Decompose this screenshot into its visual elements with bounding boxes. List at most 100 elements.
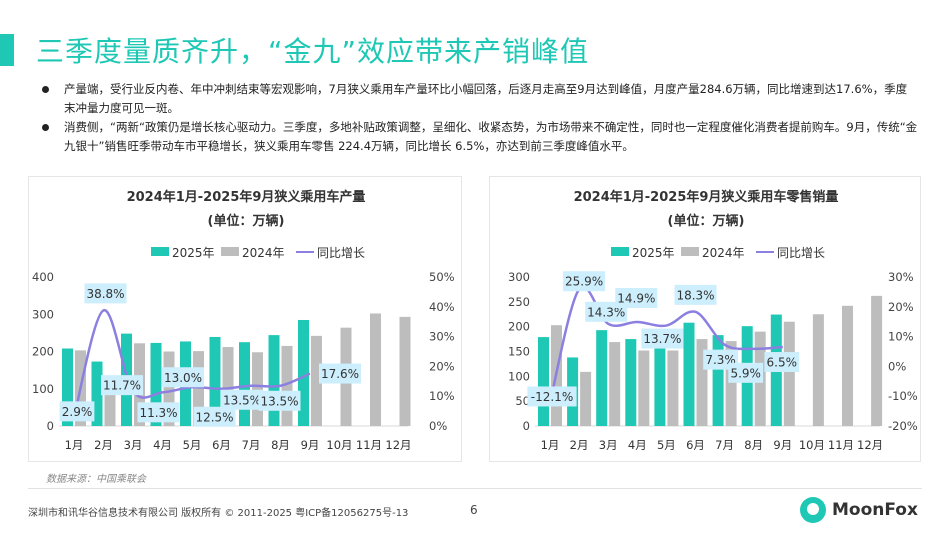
bar-2024 [842, 305, 853, 426]
growth-data-label: 14.9% [617, 291, 655, 305]
y2-tick-label: 30% [888, 270, 914, 284]
y-tick-label: 100 [32, 382, 54, 396]
bar-2024 [783, 321, 795, 426]
growth-data-label: 7.3% [705, 353, 736, 367]
x-tick-label: 10月 [799, 438, 825, 452]
growth-data-label: 11.7% [103, 379, 141, 393]
y2-tick-label: 40% [429, 300, 455, 314]
y-tick-label: 150 [508, 345, 530, 359]
growth-data-label: 13.5% [260, 394, 298, 408]
chart-title: 2024年1月-2025年9月狭义乘用车产量 [127, 189, 366, 205]
y-tick-label: 200 [508, 320, 530, 334]
y2-tick-label: 30% [429, 330, 455, 344]
chart-svg: 2024年1月-2025年9月狭义乘用车产量 (单位：万辆) 2025年 2024年 同… [32, 189, 455, 452]
legend-swatch [151, 247, 169, 256]
growth-data-label: 13.7% [643, 332, 681, 346]
title-accent-bar [0, 34, 14, 66]
growth-data-label: 2.9% [62, 405, 93, 419]
chart-subtitle: (单位：万辆) [208, 213, 285, 229]
x-tick-label: 12月 [857, 438, 883, 452]
bullet-list: 产量端，受行业反内卷、年中冲刺结束等宏观影响，7月狭义乘用车产量环比小幅回落，后… [38, 80, 918, 156]
y2-tick-label: 50% [429, 270, 455, 284]
y-tick-label: 100 [508, 369, 530, 383]
y2-tick-label: 20% [888, 300, 914, 314]
x-tick-label: 7月 [242, 438, 261, 452]
bar-2025 [150, 342, 162, 426]
bar-2024 [281, 345, 293, 426]
growth-label-bg [563, 271, 606, 292]
y-tick-label: 300 [508, 270, 530, 284]
y-tick-label: 200 [32, 345, 54, 359]
growth-label-bg [615, 287, 658, 308]
y-tick-label: 400 [32, 270, 54, 284]
y2-tick-label: 20% [429, 359, 455, 373]
moonfox-logo-icon [800, 497, 826, 523]
moonfox-logo: MoonFox [800, 497, 918, 523]
legend-label: 同比增长 [317, 246, 365, 260]
x-tick-label: 12月 [385, 438, 411, 452]
bar-2025 [625, 339, 637, 426]
growth-data-label: 12.5% [195, 410, 233, 424]
bar-2024 [222, 347, 234, 426]
growth-label-bg [101, 375, 143, 396]
bar-2025 [712, 335, 724, 426]
bullet-consumption: 消费侧，“两新“政策仍是增长核心驱动力。三季度，多地补贴政策调整，呈细化、收紧态… [38, 118, 918, 156]
growth-label-bg [84, 283, 127, 304]
bar-2025 [268, 335, 280, 426]
bar-2024 [638, 350, 650, 426]
bar-2024 [370, 313, 381, 426]
growth-label-bg [527, 386, 577, 407]
bar-2024 [311, 335, 322, 426]
growth-label-bg [641, 328, 684, 349]
growth-data-label: 11.3% [139, 406, 177, 420]
x-tick-label: 8月 [744, 438, 763, 452]
chart-svg: 2024年1月-2025年9月狭义乘用车零售销量 (单位：万辆) 2025年 2024… [508, 189, 918, 452]
production-chart: 2024年1月-2025年9月狭义乘用车产量 (单位：万辆) 2025年 2024年 同… [28, 176, 462, 462]
growth-label-bg [193, 406, 236, 427]
x-tick-label: 9月 [301, 438, 320, 452]
growth-label-bg [728, 362, 764, 383]
x-tick-label: 8月 [271, 438, 290, 452]
y2-tick-label: -10% [888, 389, 918, 403]
growth-data-label: -12.1% [531, 390, 573, 404]
growth-label-bg [221, 389, 263, 410]
y2-tick-label: 0% [888, 359, 906, 373]
growth-label-bg [764, 352, 800, 373]
bar-2025 [538, 337, 549, 426]
bar-2024 [696, 339, 708, 426]
y-tick-label: 0 [47, 419, 54, 433]
bar-2024 [812, 314, 824, 426]
bar-2025 [683, 322, 695, 426]
page-title: 三季度量质齐升，“金九”效应带来产销峰值 [36, 35, 590, 68]
x-tick-label: 1月 [65, 438, 84, 452]
legend-label: 2025年 [632, 246, 675, 260]
x-tick-label: 3月 [599, 438, 618, 452]
bar-2025 [596, 330, 608, 426]
page-number: 6 [470, 503, 478, 517]
bar-2025 [239, 342, 250, 426]
x-tick-label: 5月 [657, 438, 676, 452]
bar-2024 [609, 342, 621, 426]
footer-divider [28, 488, 922, 489]
legend-label: 同比增长 [777, 246, 825, 260]
growth-data-label: 25.9% [565, 275, 603, 289]
growth-label-bg [258, 390, 301, 411]
bar-2025 [91, 361, 103, 426]
legend-label: 2024年 [702, 246, 745, 260]
bar-2024 [399, 316, 411, 426]
chart-title: 2024年1月-2025年9月狭义乘用车零售销量 [574, 189, 839, 205]
growth-label-bg [319, 363, 361, 384]
x-tick-label: 11月 [356, 438, 382, 452]
y2-tick-label: 10% [888, 330, 914, 344]
bar-2025 [298, 319, 309, 426]
x-tick-label: 4月 [628, 438, 647, 452]
growth-data-label: 17.6% [321, 367, 359, 381]
x-tick-label: 7月 [715, 438, 734, 452]
growth-label-bg [162, 367, 204, 388]
growth-data-label: 38.8% [86, 287, 124, 301]
growth-data-label: 13.0% [164, 371, 202, 385]
copyright: 深圳市和讯华谷信息技术有限公司 版权所有 © 2011-2025 粤ICP备12… [28, 508, 409, 519]
bar-2024 [252, 352, 263, 426]
growth-data-label: 5.9% [730, 366, 761, 380]
y-tick-label: 250 [508, 295, 530, 309]
